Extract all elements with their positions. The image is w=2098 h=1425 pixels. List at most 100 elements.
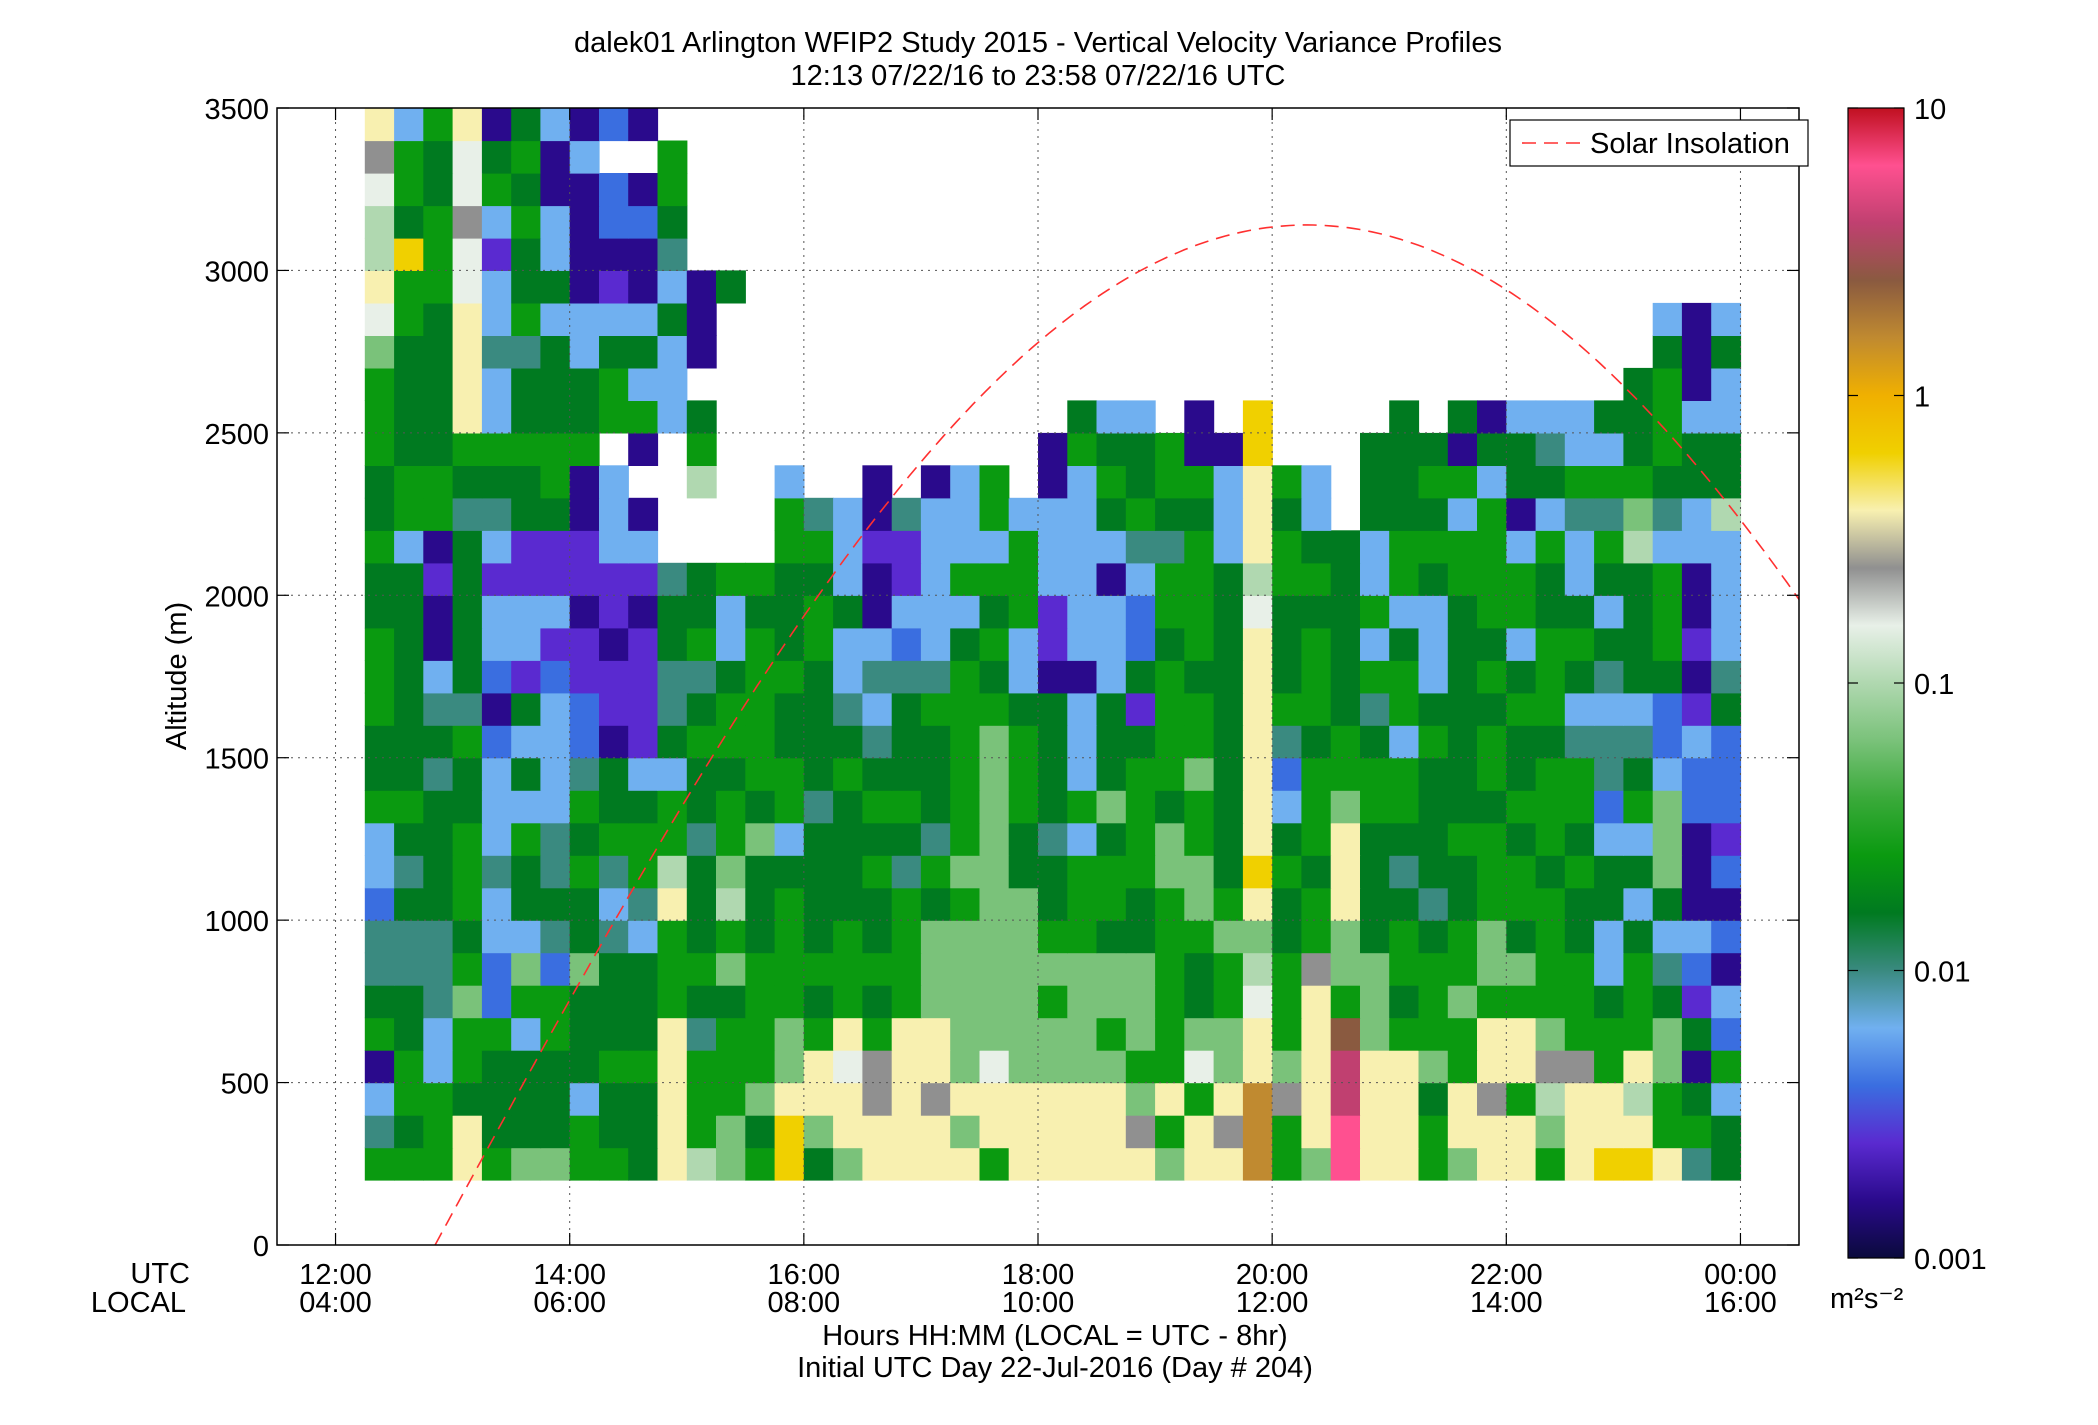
heatmap-cell [803,887,834,921]
heatmap-cell [423,952,454,986]
heatmap-cell [1272,1017,1303,1051]
heatmap-cell [1477,465,1507,499]
heatmap-cell [745,822,776,856]
heatmap-cell [833,757,863,791]
heatmap-cell [1652,1017,1683,1051]
heatmap-cell [540,822,571,856]
heatmap-cell [1681,1050,1712,1084]
heatmap-cell [481,660,512,694]
heatmap-cell [1301,822,1332,856]
heatmap-cell [394,530,424,564]
heatmap-cell [1184,1017,1215,1051]
heatmap-cell [1477,855,1507,889]
heatmap-cell [481,822,512,856]
heatmap-cell [1038,855,1068,889]
heatmap-cell [1447,692,1478,726]
heatmap-cell [1213,1082,1244,1116]
x-row-label-utc: UTC [130,1258,190,1290]
heatmap-cell [394,205,424,239]
heatmap-cell [657,335,688,369]
heatmap-cell [452,205,483,239]
heatmap-cell [394,367,424,401]
heatmap-cell [1125,1147,1156,1181]
heatmap-cell [1008,952,1039,986]
heatmap-cell [1272,1147,1303,1181]
heatmap-cell [1447,790,1478,824]
heatmap-cell [1711,627,1742,661]
heatmap-cell [481,302,512,336]
heatmap-cell [364,660,395,694]
heatmap-cell [628,627,659,661]
heatmap-cell [716,627,746,661]
heatmap-cell [1447,855,1478,889]
heatmap-cell [716,595,746,629]
heatmap-cell [1213,1017,1244,1051]
heatmap-cell [1360,790,1390,824]
heatmap-cell [1477,952,1507,986]
heatmap-cell [452,790,483,824]
heatmap-cell [1681,465,1712,499]
x-tick-label-local: 08:00 [768,1287,841,1319]
heatmap-cell [950,920,981,954]
heatmap-cell [979,627,1010,661]
heatmap-cell [628,985,659,1019]
heatmap-cell [1184,465,1215,499]
heatmap-cell [1681,562,1712,596]
heatmap-cell [394,302,424,336]
grid-lines [277,108,1799,1245]
heatmap-cell [511,757,542,791]
heatmap-cell [657,1017,688,1051]
heatmap-cell [1038,952,1068,986]
heatmap-cell [745,692,776,726]
heatmap-cell [569,1082,600,1116]
heatmap-cell [920,952,951,986]
heatmap-cell [1155,822,1185,856]
heatmap-cell [569,887,600,921]
heatmap-cell [511,920,542,954]
heatmap-cell [540,302,571,336]
heatmap-cell [1389,920,1420,954]
heatmap-cell [686,790,717,824]
heatmap-cell [452,367,483,401]
heatmap-cells [364,108,1742,1181]
heatmap-cell [1125,627,1156,661]
heatmap-cell [1447,1115,1478,1149]
y-tick-label: 1000 [204,906,269,938]
heatmap-cell [1067,855,1098,889]
x-axis-ticks: 12:0004:0014:0006:0016:0008:0018:0010:00… [299,108,1777,1319]
heatmap-cell [569,367,600,401]
heatmap-cell [364,985,395,1019]
heatmap-cell [1623,952,1654,986]
heatmap-cell [1564,790,1595,824]
heatmap-cell [1301,497,1332,531]
heatmap-cell [774,920,805,954]
heatmap-cell [686,725,717,759]
heatmap-cell [1067,1082,1098,1116]
heatmap-cell [979,1115,1010,1149]
heatmap-cell [657,692,688,726]
chart-subtitle: 12:13 07/22/16 to 23:58 07/22/16 UTC [791,60,1286,92]
heatmap-cell [1564,920,1595,954]
heatmap-cell [1477,1017,1507,1051]
heatmap-cell [423,530,454,564]
heatmap-cell [569,140,600,174]
heatmap-cell [628,1017,659,1051]
heatmap-cell [599,1147,629,1181]
heatmap-cell [920,692,951,726]
heatmap-cell [657,205,688,239]
heatmap-cell [599,302,629,336]
heatmap-cell [1681,400,1712,434]
heatmap-cell [1125,1050,1156,1084]
heatmap-cell [1301,530,1332,564]
heatmap-cell [1155,920,1185,954]
x-row-label-local: LOCAL [91,1287,186,1319]
heatmap-cell [1447,985,1478,1019]
heatmap-cell [540,627,571,661]
heatmap-cell [1564,692,1595,726]
heatmap-cell [1301,1050,1332,1084]
heatmap-cell [394,692,424,726]
heatmap-cell [481,205,512,239]
heatmap-cell [745,1017,776,1051]
heatmap-cell [1125,887,1156,921]
colorbar-unit-label: m²s⁻² [1830,1283,1904,1315]
